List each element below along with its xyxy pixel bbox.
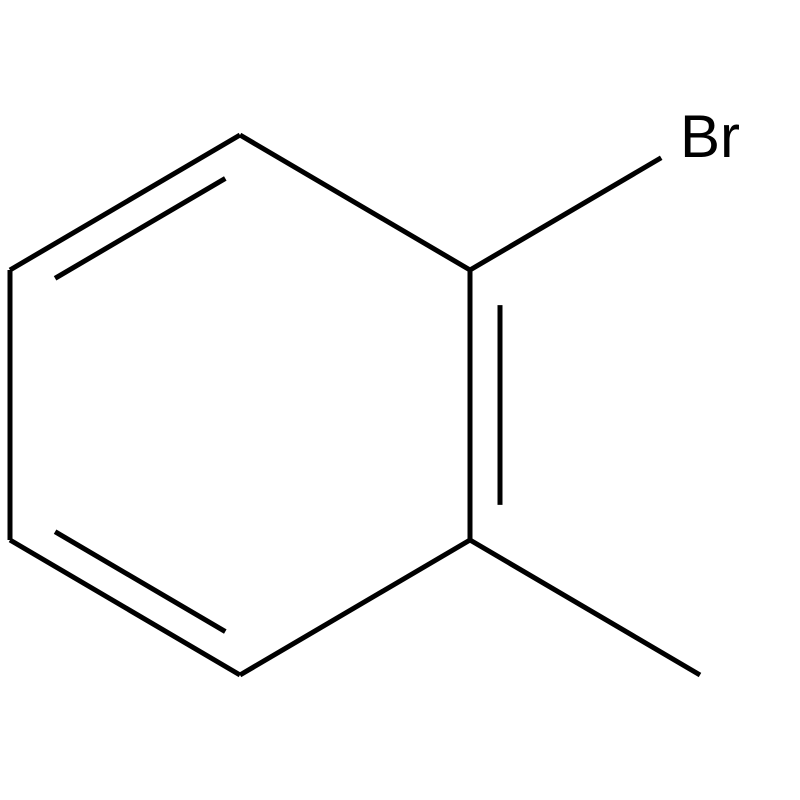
bond-line [240,135,470,270]
bond-line [240,540,470,675]
molecule-diagram: Br [0,0,800,800]
bond-line [470,540,700,675]
bond-line [470,158,661,270]
bond-line [10,540,240,675]
bond-line [10,135,240,270]
atom-label-br: Br [680,103,740,170]
